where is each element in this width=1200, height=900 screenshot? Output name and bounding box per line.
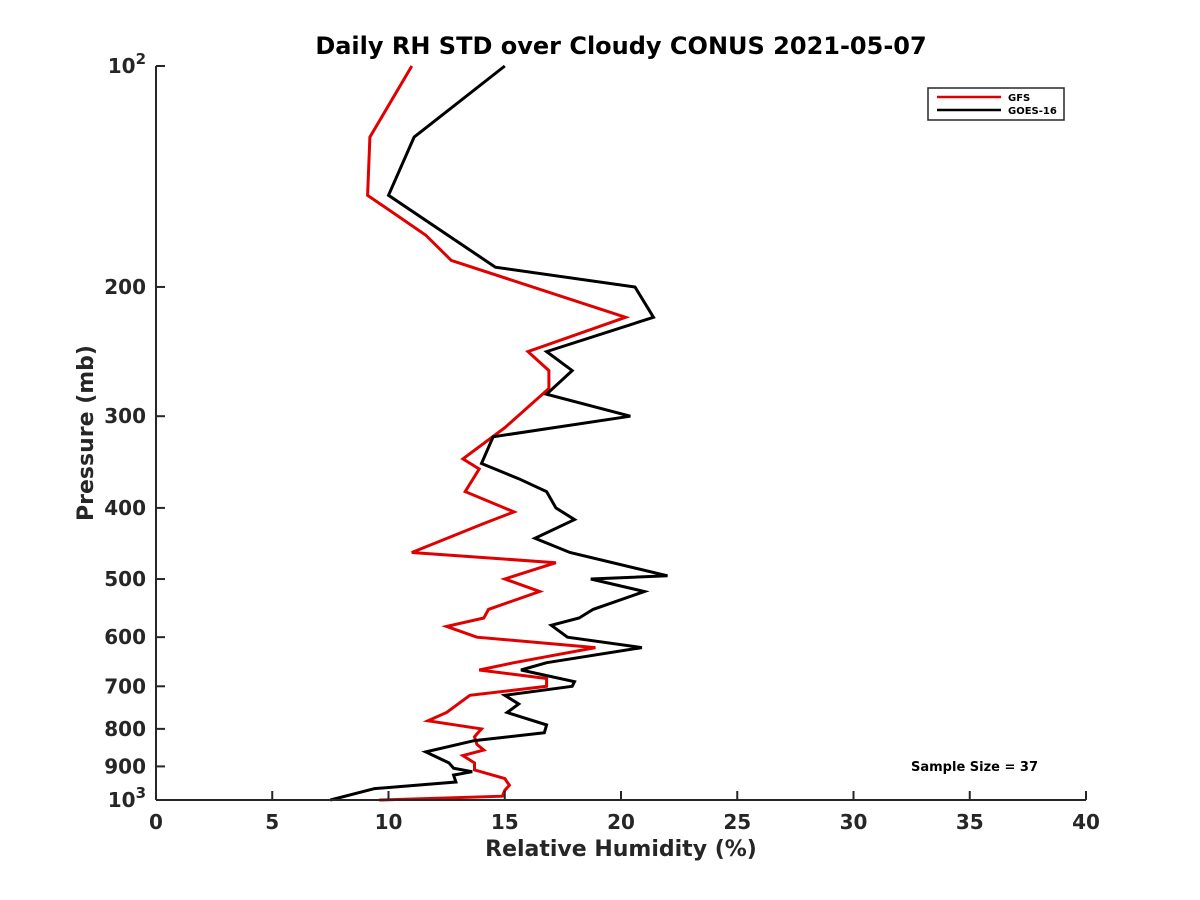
sample-size-annotation: Sample Size = 37: [911, 760, 1038, 775]
legend-box: [927, 87, 1065, 121]
x-tick-label: 35: [956, 810, 984, 834]
x-tick-label: 20: [607, 810, 635, 834]
y-tick-label: 300: [104, 404, 146, 428]
x-tick-label: 30: [840, 810, 868, 834]
x-tick-label: 0: [149, 810, 163, 834]
y-tick-label: 400: [104, 496, 146, 520]
series-line-goes16: [330, 64, 668, 802]
y-tick-label: 600: [104, 625, 146, 649]
x-tick-label: 5: [265, 810, 279, 834]
legend: GFS GOES-16: [927, 87, 1065, 121]
y-tick-label: 102: [108, 50, 146, 78]
x-tick-label: 40: [1072, 810, 1100, 834]
x-tick-label: 15: [491, 810, 519, 834]
x-ticks: 0 5 10 15 20 25 30 35 40: [149, 791, 1100, 834]
chart-title: Daily RH STD over Cloudy CONUS 2021-05-0…: [315, 32, 926, 60]
legend-label-gfs: GFS: [1008, 93, 1030, 104]
y-ticks: 102 200 300 400 500 600 700 800 900 103: [104, 50, 165, 812]
y-tick-label: 500: [104, 567, 146, 591]
y-axis-label: Pressure (mb): [74, 345, 99, 521]
y-tick-label: 103: [108, 784, 146, 812]
series-line-gfs: [366, 65, 631, 802]
y-tick-label: 700: [104, 674, 146, 698]
legend-label-goes16: GOES-16: [1008, 106, 1057, 117]
x-tick-label: 25: [723, 810, 751, 834]
x-tick-label: 10: [375, 810, 403, 834]
y-tick-label: 800: [104, 717, 146, 741]
y-tick-label: 200: [104, 275, 146, 299]
y-tick-label: 900: [104, 754, 146, 778]
x-axis-label: Relative Humidity (%): [485, 837, 757, 862]
series-layer: [330, 64, 668, 802]
